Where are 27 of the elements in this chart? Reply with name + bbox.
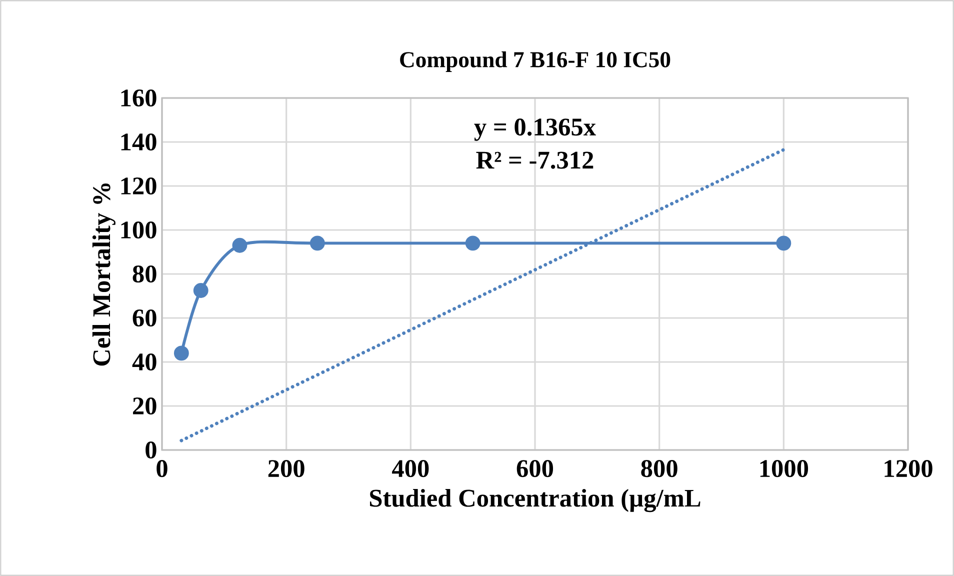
y-tick-label: 20 — [133, 397, 156, 415]
y-tick-label: 60 — [132, 309, 156, 327]
y-tick-label: 120 — [121, 177, 156, 195]
x-tick-label: 0 — [156, 460, 168, 478]
annotation: R² = -7.312 — [476, 152, 594, 169]
x-tick-label: 600 — [516, 460, 554, 478]
point — [776, 236, 792, 251]
point — [310, 236, 325, 251]
point — [232, 238, 248, 253]
x-axis-title: Studied Concentration (µg/mL — [370, 488, 700, 512]
chart-title: Compound 7 B16-F 10 IC50 — [400, 51, 670, 72]
y-tick-label: 140 — [121, 133, 156, 151]
y-tick-label: 80 — [132, 265, 156, 283]
x-tick-label: 1000 — [760, 460, 808, 478]
x-tick-label: 800 — [641, 460, 678, 478]
point — [465, 236, 480, 251]
annotation: y = 0.1365x — [474, 118, 596, 141]
y-tick-label: 100 — [121, 221, 156, 239]
y-tick-label: 40 — [132, 353, 156, 371]
x-tick-label: 200 — [268, 460, 304, 478]
point — [174, 346, 189, 361]
y-tick-label: 0 — [146, 441, 156, 459]
point — [193, 283, 208, 298]
y-tick-label: 160 — [121, 89, 156, 107]
y-axis-title: Cell Mortality % — [92, 184, 116, 366]
x-tick-label: 400 — [392, 460, 429, 478]
x-tick-label: 1200 — [884, 460, 932, 478]
